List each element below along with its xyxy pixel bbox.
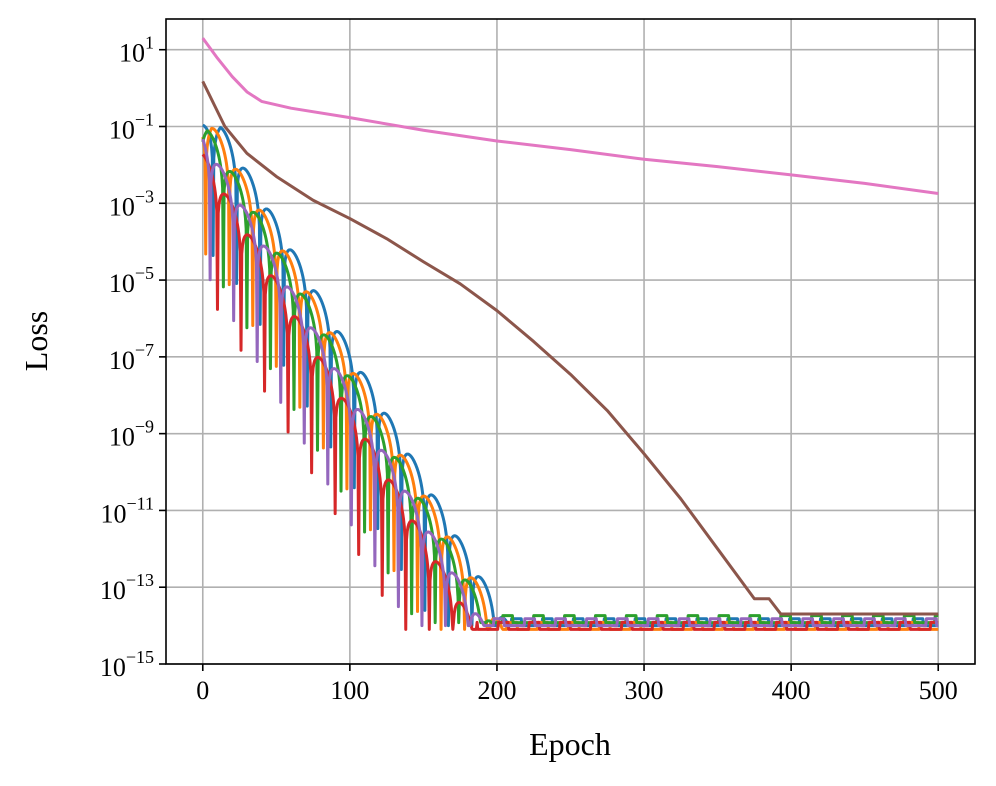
series-line-7 — [201, 37, 939, 195]
x-axis-title: Epoch — [529, 726, 611, 762]
y-tick-label: 10−7 — [109, 340, 154, 375]
x-tick-label: 400 — [772, 676, 811, 705]
series-line-5 — [201, 138, 939, 628]
y-axis-ticks: 101 10−1 10−3 10−5 10−7 10−9 10−11 10−13 10−15 — [100, 33, 166, 682]
y-tick-label: 10−3 — [109, 186, 154, 221]
series-line-6 — [201, 80, 939, 616]
x-tick-label: 300 — [625, 676, 664, 705]
y-tick-label: 10−13 — [100, 570, 154, 605]
x-tick-label: 200 — [477, 676, 516, 705]
y-tick-label: 101 — [119, 33, 154, 68]
y-tick-label: 10−11 — [101, 493, 154, 528]
x-tick-label: 0 — [196, 676, 209, 705]
y-tick-label: 10−5 — [109, 263, 154, 298]
series-line-4 — [201, 153, 939, 631]
x-axis-ticks: 0 100 200 300 400 500 — [196, 664, 958, 705]
x-tick-label: 500 — [919, 676, 958, 705]
series-line-3 — [201, 129, 939, 625]
plot-frame — [165, 18, 976, 665]
y-tick-label: 10−9 — [109, 417, 154, 452]
x-tick-label: 100 — [330, 676, 369, 705]
series-layer — [201, 37, 939, 631]
y-axis-title: Loss — [18, 311, 54, 371]
y-tick-label: 10−15 — [100, 647, 154, 682]
y-tick-label: 10−1 — [109, 110, 154, 145]
